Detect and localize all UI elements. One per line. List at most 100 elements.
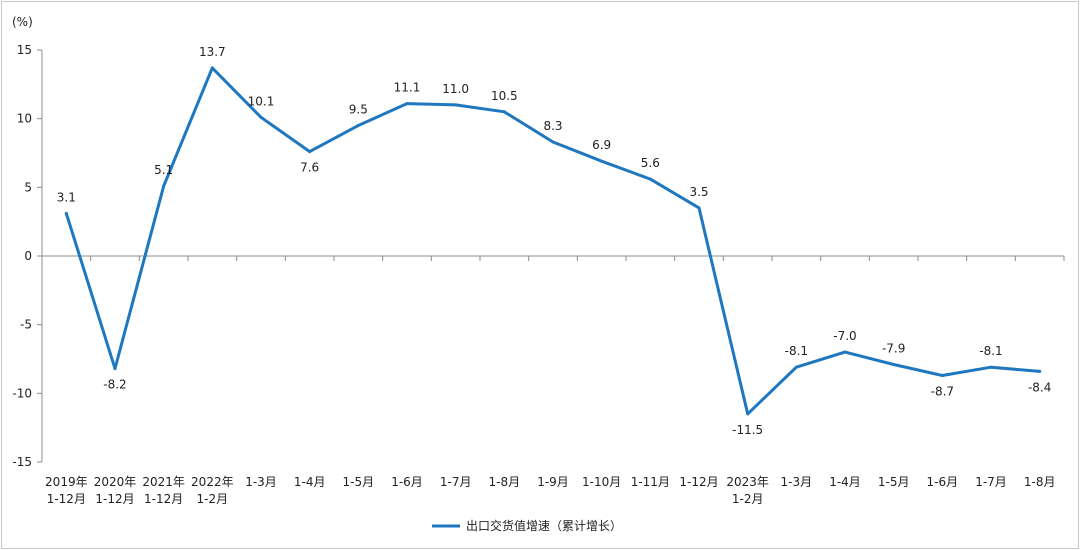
data-point <box>600 159 604 163</box>
x-tick-label-line: 1-4月 <box>829 475 861 489</box>
data-point <box>454 103 458 107</box>
data-label: -8.7 <box>931 384 954 398</box>
data-point <box>648 177 652 181</box>
x-tick-label: 1-6月 <box>927 475 959 489</box>
data-label: 3.5 <box>689 185 708 199</box>
x-tick-label: 2023年 1-2月 <box>726 475 769 506</box>
data-point <box>794 365 798 369</box>
data-point <box>405 102 409 106</box>
x-tick-label: 1-5月 <box>343 475 375 489</box>
x-tick-label-line: 1-4月 <box>294 475 326 489</box>
x-tick-label-line: 1-11月 <box>631 475 670 489</box>
x-tick-label: 1-8月 <box>1024 475 1056 489</box>
data-label: -8.1 <box>785 344 808 358</box>
y-tick-label: 10 <box>17 112 32 126</box>
x-tick-label: 1-9月 <box>537 475 569 489</box>
x-tick-label: 1-11月 <box>631 475 670 489</box>
x-tick-label-line: 1-6月 <box>391 475 423 489</box>
data-point <box>502 110 506 114</box>
y-tick-label: 15 <box>17 43 32 57</box>
x-tick-labels: 2019年 1-12月 2020年 1-12月 2021年 1-12月 2022年 1-2月 1… <box>45 475 1055 506</box>
data-label: -8.4 <box>1028 380 1051 394</box>
data-label: 11.1 <box>394 81 421 95</box>
x-tick-label-line: 1-6月 <box>927 475 959 489</box>
y-tick-label: -10 <box>12 386 32 400</box>
x-tick-label-line: 1-3月 <box>245 475 277 489</box>
data-label: 8.3 <box>543 119 562 133</box>
x-tick-label: 1-3月 <box>781 475 813 489</box>
y-axis-unit-label: (%) <box>12 15 33 29</box>
x-tick-label-line: 1-9月 <box>537 475 569 489</box>
x-tick-label-line: 2023年 <box>726 475 769 489</box>
y-tick-label: 0 <box>24 249 32 263</box>
x-tick-label-line: 2020年 <box>94 475 137 489</box>
data-point <box>843 350 847 354</box>
data-label: -8.1 <box>979 344 1002 358</box>
y-tick-label: 5 <box>24 180 32 194</box>
data-point <box>697 206 701 210</box>
x-tick-label: 1-7月 <box>975 475 1007 489</box>
series-layer <box>64 66 1042 416</box>
data-point <box>64 211 68 215</box>
x-tick-label: 2022年 1-2月 <box>191 475 234 506</box>
data-label: -8.2 <box>103 378 126 392</box>
x-tick-label: 1-7月 <box>440 475 472 489</box>
data-label: 5.1 <box>154 163 173 177</box>
data-label: 7.6 <box>300 161 319 175</box>
x-tick-label-line: 2019年 <box>45 475 88 489</box>
data-label: 13.7 <box>199 45 226 59</box>
data-point <box>308 150 312 154</box>
x-tick-label: 2020年 1-12月 <box>94 475 137 506</box>
data-point <box>940 373 944 377</box>
x-tick-label-line: 1-5月 <box>878 475 910 489</box>
y-tick-labels: 15 10 5 0 -5 -10 -15 <box>12 43 32 469</box>
data-point <box>989 365 993 369</box>
x-tick-label: 1-4月 <box>829 475 861 489</box>
data-point <box>1038 369 1042 373</box>
data-label: 3.1 <box>57 190 76 204</box>
x-tick-label: 1-10月 <box>582 475 621 489</box>
x-tick-label: 2021年 1-12月 <box>142 475 185 506</box>
data-label: -7.0 <box>833 329 856 343</box>
data-label: 6.9 <box>592 138 611 152</box>
x-tick-label: 1-6月 <box>391 475 423 489</box>
x-tick-label-line: 1-2月 <box>732 492 764 506</box>
data-label: 5.6 <box>641 156 660 170</box>
data-labels: 3.1 -8.2 5.1 13.7 10.1 7.6 9.5 11.1 11.0 10.5 8.3 6… <box>57 45 1052 437</box>
x-tick-label-line: 1-12月 <box>95 492 134 506</box>
y-tick-label: -15 <box>12 455 32 469</box>
data-point <box>162 184 166 188</box>
axes: (%) <box>12 15 1065 463</box>
data-label: 10.1 <box>248 94 275 108</box>
x-tick-label-line: 1-12月 <box>679 475 718 489</box>
x-tick-label-line: 1-12月 <box>47 492 86 506</box>
x-tick-label: 1-3月 <box>245 475 277 489</box>
x-tick-label-line: 1-7月 <box>440 475 472 489</box>
legend: 出口交货值增速（累计增长） <box>432 518 622 533</box>
x-tick-label-line: 1-8月 <box>489 475 521 489</box>
data-label: -7.9 <box>882 341 905 355</box>
data-label: 10.5 <box>491 89 518 103</box>
y-tick-label: -5 <box>20 318 32 332</box>
x-tick-label-line: 1-3月 <box>781 475 813 489</box>
data-label: 11.0 <box>442 82 469 96</box>
data-label: 9.5 <box>349 103 368 117</box>
x-tick-label-line: 2022年 <box>191 475 234 489</box>
x-tick-label: 1-5月 <box>878 475 910 489</box>
x-tick-label: 1-8月 <box>489 475 521 489</box>
x-tick-label: 2019年 1-12月 <box>45 475 88 506</box>
data-point <box>892 362 896 366</box>
x-tick-label-line: 1-8月 <box>1024 475 1056 489</box>
data-point <box>210 66 214 70</box>
data-point <box>113 367 117 371</box>
data-label: -11.5 <box>732 423 763 437</box>
legend-label: 出口交货值增速（累计增长） <box>466 518 622 533</box>
x-tick-label-line: 1-10月 <box>582 475 621 489</box>
x-tick-label-line: 1-2月 <box>197 492 229 506</box>
data-point <box>551 140 555 144</box>
x-tick-label: 1-4月 <box>294 475 326 489</box>
x-tick-label-line: 2021年 <box>142 475 185 489</box>
x-tick-label-line: 1-7月 <box>975 475 1007 489</box>
